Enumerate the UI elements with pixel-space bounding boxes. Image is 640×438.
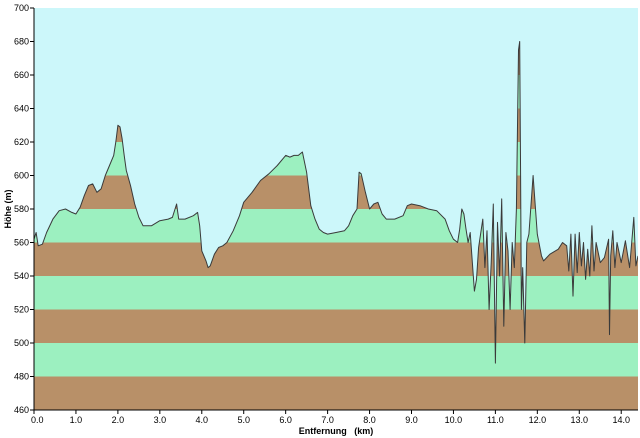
elevation-band (34, 309, 638, 343)
y-tick-label: 480 (14, 372, 29, 382)
x-tick-label: 1.0 (70, 415, 83, 425)
y-tick-label: 520 (14, 305, 29, 315)
x-tick-label: 12.0 (529, 415, 547, 425)
elevation-band (34, 242, 638, 276)
x-axis-ticks: 0.0 1.0 2.0 3.0 4.0 5.0 6.0 7.0 8.0 9.0 10.0 11.0 12… (31, 410, 630, 425)
y-tick-label: 620 (14, 137, 29, 147)
x-tick-label: 9.0 (405, 415, 418, 425)
x-tick-label: 4.0 (196, 415, 209, 425)
profile-line (34, 41, 638, 364)
x-tick-label: 3.0 (154, 415, 167, 425)
y-tick-label: 680 (14, 37, 29, 47)
elevation-band (34, 343, 638, 377)
y-axis-ticks: 460 480 500 520 540 560 580 600 620 640 660 680 700 (14, 3, 34, 415)
x-tick-label: 5.0 (237, 415, 250, 425)
x-tick-label: 2.0 (112, 415, 125, 425)
profile-series (34, 41, 638, 364)
elevation-band (34, 376, 638, 410)
x-tick-label: 13.0 (571, 415, 589, 425)
y-tick-label: 460 (14, 405, 29, 415)
y-tick-label: 600 (14, 171, 29, 181)
x-axis-title: Entfernung (km) (299, 426, 374, 436)
y-tick-label: 580 (14, 204, 29, 214)
y-axis-title: Höhe (m) (3, 190, 13, 229)
x-tick-label: 8.0 (363, 415, 376, 425)
y-tick-label: 540 (14, 271, 29, 281)
x-tick-label: 14.0 (612, 415, 630, 425)
x-tick-label: 7.0 (321, 415, 334, 425)
y-tick-label: 640 (14, 104, 29, 114)
x-tick-label: 10.0 (445, 415, 463, 425)
y-tick-label: 660 (14, 70, 29, 80)
elevation-band (34, 276, 638, 310)
y-tick-label: 560 (14, 238, 29, 248)
y-tick-label: 500 (14, 338, 29, 348)
x-tick-label: 11.0 (487, 415, 504, 425)
x-tick-label: 0.0 (31, 415, 44, 425)
x-tick-label: 6.0 (279, 415, 292, 425)
y-tick-label: 700 (14, 3, 29, 13)
